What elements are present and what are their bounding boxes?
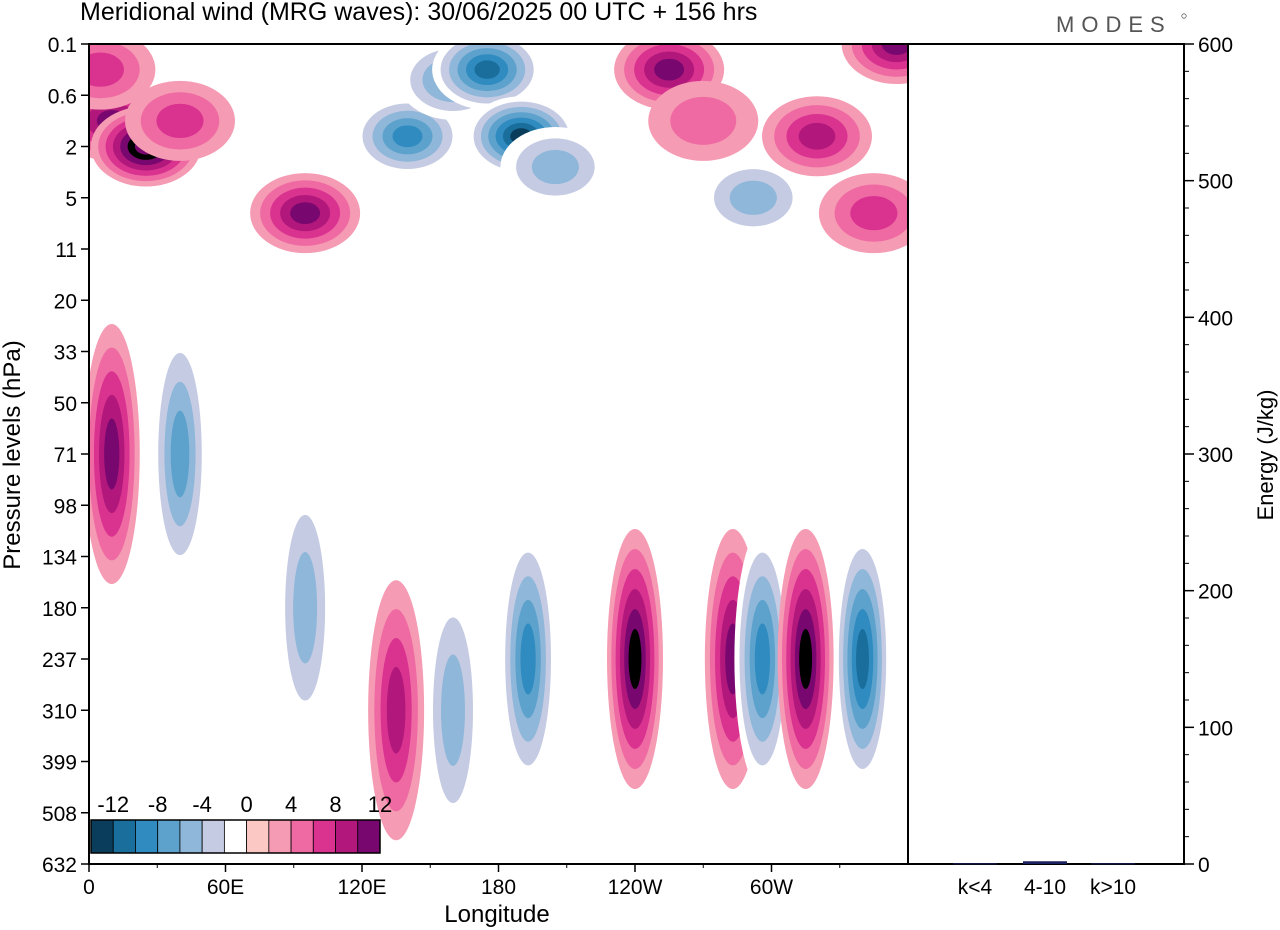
- colorbar-swatch: [246, 819, 270, 854]
- contour-band: [856, 629, 869, 689]
- colorbar-swatch: [268, 819, 292, 854]
- contour-band: [754, 623, 771, 695]
- energy-category-label: k>10: [1090, 876, 1136, 899]
- colorbar-tick-label: -8: [148, 792, 168, 817]
- y-tick-label: 50: [54, 393, 77, 416]
- contour-band: [104, 418, 120, 490]
- y-tick-label: 20: [54, 290, 77, 313]
- contour-band: [520, 623, 536, 695]
- x-tick-label: 120W: [608, 876, 663, 899]
- colorbar-tick-label: 0: [240, 792, 252, 817]
- pressure-axis: 0.1 0.6 2 5 11 20 33 50 71 98 134 180 237 310 399 508 63…: [42, 34, 89, 877]
- colorbar-tick-label: 8: [329, 792, 341, 817]
- chart-title: Meridional wind (MRG waves): 30/06/2025 …: [80, 0, 757, 26]
- colorbar-frame: [90, 819, 381, 854]
- modes-logo: MODES: [1056, 12, 1172, 37]
- energy-bar: [1023, 861, 1067, 864]
- energy-tick-label: 0: [1198, 854, 1210, 877]
- contour-band: [729, 180, 777, 215]
- energy-category-label: k<4: [958, 876, 993, 899]
- colorbar-swatch: [335, 819, 359, 854]
- energy-axis-label: Energy (J/kg): [1253, 390, 1278, 521]
- colorbar-tick-label: -4: [192, 792, 212, 817]
- energy-tick-label: 100: [1198, 717, 1233, 740]
- y-tick-label: 399: [42, 752, 77, 775]
- contour-band: [293, 552, 318, 664]
- x-tick-label: 180: [481, 876, 516, 899]
- colorbar-swatch: [290, 819, 314, 854]
- colorbar-swatch: [112, 819, 136, 854]
- colorbar-swatch: [90, 819, 114, 854]
- y-tick-label: 71: [54, 444, 77, 467]
- contour-band: [881, 44, 908, 55]
- y-tick-label: 98: [54, 495, 77, 518]
- colorbar-tick-label: 4: [285, 792, 297, 817]
- y-tick-label: 134: [42, 547, 77, 570]
- contour-band: [441, 654, 465, 766]
- contour-band: [531, 149, 579, 185]
- contour-band: [474, 60, 500, 79]
- y-tick-label: 310: [42, 700, 77, 723]
- colorbar-swatch: [223, 819, 248, 854]
- colorbar-swatch: [201, 819, 225, 854]
- x-tick-label: 0: [83, 876, 95, 899]
- contour-band: [654, 58, 685, 81]
- y-tick-label: 508: [42, 803, 77, 826]
- energy-tick-label: 200: [1198, 581, 1233, 604]
- contour-field: [89, 44, 908, 841]
- energy-tick-label: 400: [1198, 307, 1233, 330]
- energy-category-label: 4-10: [1024, 876, 1066, 899]
- y-tick-label: 0.1: [48, 34, 77, 57]
- colorbar-tick-label: 12: [368, 792, 392, 817]
- colorbar-swatch: [179, 819, 203, 854]
- y-tick-label: 2: [65, 137, 77, 160]
- energy-tick-label: 500: [1198, 171, 1233, 194]
- y-tick-label: 180: [42, 598, 77, 621]
- colorbar-swatch: [135, 819, 159, 854]
- colorbar-legend: -12 -8 -4 0 4 8 12: [90, 792, 392, 854]
- energy-bar: [953, 863, 997, 865]
- x-tick-label: 60E: [207, 876, 244, 899]
- x-tick-label: 60W: [750, 876, 793, 899]
- contour-band: [850, 195, 898, 231]
- contour-band: [290, 202, 321, 225]
- energy-bars: k<4 4-10 k>10: [953, 861, 1136, 899]
- y-tick-label: 632: [42, 854, 77, 877]
- y-tick-label: 237: [42, 649, 77, 672]
- logo-registered-mark: [1181, 13, 1187, 19]
- contour-band: [628, 629, 642, 689]
- contour-band: [798, 122, 836, 150]
- colorbar-swatch: [157, 819, 181, 854]
- energy-bar: [1091, 863, 1135, 865]
- y-tick-label: 33: [54, 342, 77, 365]
- energy-plot-frame: [907, 43, 1185, 865]
- contour-band: [156, 103, 204, 139]
- colorbar-swatch: [357, 819, 381, 854]
- energy-tick-label: 300: [1198, 444, 1233, 467]
- contour-band: [670, 96, 737, 145]
- contour-band: [89, 52, 124, 87]
- colorbar-tick-label: -12: [97, 792, 129, 817]
- contour-band: [170, 410, 190, 498]
- y-tick-label: 0.6: [48, 85, 77, 108]
- contour-band: [799, 629, 813, 689]
- colorbar-swatch: [312, 819, 336, 854]
- y-tick-label: 5: [65, 188, 77, 211]
- y-tick-label: 11: [55, 239, 77, 262]
- x-axis-label: Longitude: [444, 901, 549, 928]
- y-axis-label: Pressure levels (hPa): [0, 340, 26, 569]
- energy-tick-label: 600: [1198, 34, 1233, 57]
- x-tick-label: 120E: [337, 876, 386, 899]
- energy-axis: 0 100 200 300 400 500 600: [1184, 34, 1233, 877]
- longitude-axis: 0 60E 120E 180 120W 60W: [83, 864, 841, 899]
- contour-band: [386, 666, 406, 754]
- contour-band: [392, 125, 423, 148]
